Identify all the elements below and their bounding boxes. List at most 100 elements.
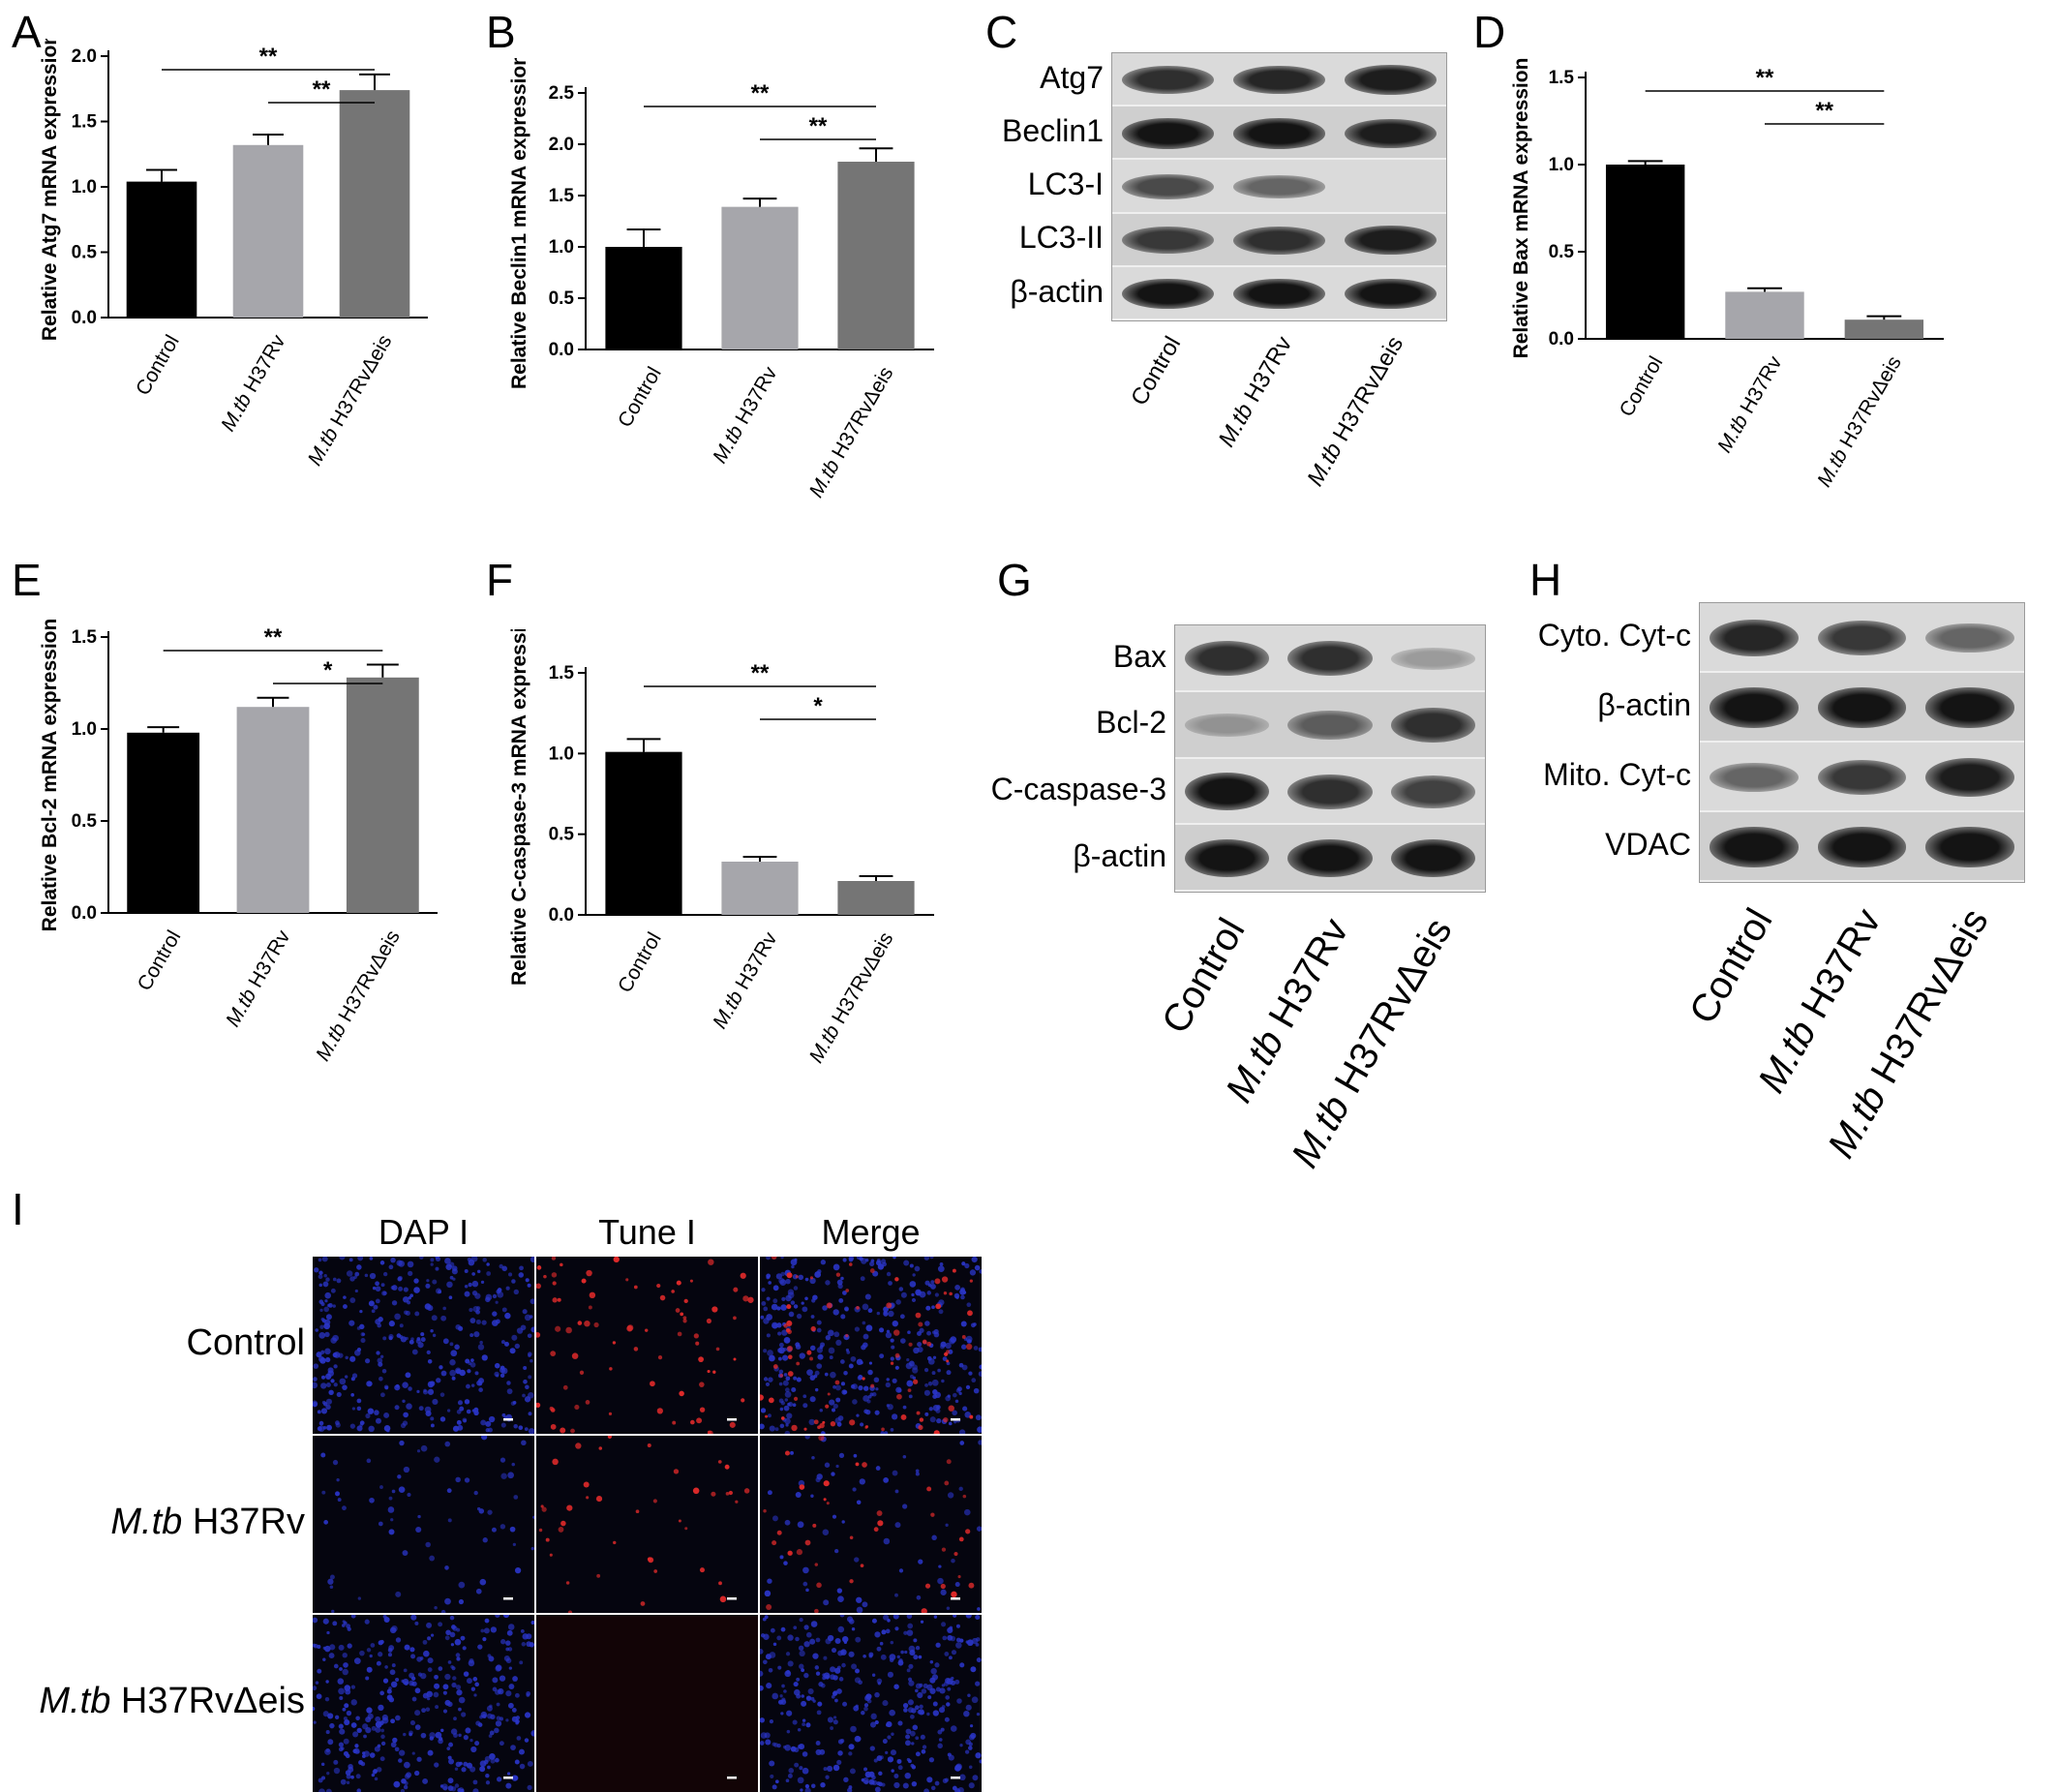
blot-row-label: Bax xyxy=(1112,638,1166,674)
y-axis-label: Relative Beclin1 mRNA expression xyxy=(508,58,530,389)
bar xyxy=(1725,291,1804,339)
bar xyxy=(1605,165,1685,339)
bar xyxy=(605,247,682,349)
category-label: M.tb H37RvΔeis xyxy=(312,926,405,1065)
bar xyxy=(837,881,915,915)
y-tick-label: 0.5 xyxy=(549,825,575,845)
blot-band xyxy=(1122,118,1214,149)
bar xyxy=(837,162,915,349)
blot-band xyxy=(1184,773,1270,811)
blot-band xyxy=(1233,118,1325,149)
category-label: M.tb H37RvΔeis xyxy=(304,331,397,470)
category-label: Control xyxy=(1616,352,1668,420)
category-label: Control xyxy=(132,331,184,399)
significance-label: ** xyxy=(751,660,770,686)
scale-bar xyxy=(503,1418,513,1421)
tunel-column-header: DAP I xyxy=(378,1212,469,1252)
y-tick-label: 1.0 xyxy=(549,237,574,258)
blot-band xyxy=(1233,65,1325,95)
y-tick-label: 0.5 xyxy=(549,289,575,309)
blot-band xyxy=(1710,687,1799,728)
category-label: M.tb H37Rv xyxy=(709,363,782,468)
significance-label: ** xyxy=(1756,65,1774,91)
blot-row-label: Atg7 xyxy=(1040,59,1104,95)
blot-row-label: C-caspase-3 xyxy=(990,772,1166,807)
microscopy-field xyxy=(760,1257,982,1434)
blot-band xyxy=(1925,758,2014,797)
blot-row-label: β-actin xyxy=(1597,687,1691,723)
tunel-image-cell xyxy=(760,1615,982,1792)
microscopy-field xyxy=(313,1257,534,1434)
microscopy-field xyxy=(763,1436,982,1613)
scale-bar xyxy=(503,1597,513,1600)
blot-band xyxy=(1710,619,1799,657)
y-tick-label: 0.0 xyxy=(549,905,574,926)
blot-band xyxy=(1817,687,1907,728)
blot-band xyxy=(1817,759,1907,796)
blot-row-label: β-actin xyxy=(1010,273,1104,309)
blot-band xyxy=(1817,827,1907,867)
category-label: Control xyxy=(134,926,186,994)
bar-chart-bax: 0.0 0.5 1.0 1.5 Relative Bax mRNA expression… xyxy=(1510,58,1944,491)
bar xyxy=(232,144,304,318)
tunel-image-cell xyxy=(313,1257,534,1434)
y-tick-label: 1.0 xyxy=(72,177,97,197)
panel-letter-d: D xyxy=(1473,7,1506,57)
microscopy-field xyxy=(320,1436,534,1613)
y-tick-label: 0.5 xyxy=(1549,242,1575,262)
tunel-column-header: Tune I xyxy=(598,1212,696,1252)
y-tick-label: 1.5 xyxy=(1549,68,1575,88)
blot-row-label: Mito. Cyt-c xyxy=(1543,757,1691,793)
y-tick-label: 1.0 xyxy=(72,719,97,740)
blot-band xyxy=(1233,226,1325,255)
tunel-column-header: Merge xyxy=(821,1212,921,1252)
blot-band xyxy=(1287,641,1373,677)
blot-band xyxy=(1925,623,2014,653)
microscopy-field xyxy=(536,1257,754,1434)
significance-label: ** xyxy=(264,624,283,651)
significance-label: ** xyxy=(259,44,278,70)
western-blot-h xyxy=(1699,602,2025,883)
category-label: Control xyxy=(614,363,666,431)
tunel-row-label: Control xyxy=(186,1321,306,1363)
blot-row-label: LC3-II xyxy=(1018,220,1104,256)
scale-bar xyxy=(951,1418,960,1421)
scale-bar xyxy=(727,1597,737,1600)
panel-letter-i: I xyxy=(12,1184,24,1234)
tunel-image-cell xyxy=(536,1257,758,1434)
tunel-image-cell xyxy=(313,1615,534,1792)
blot-band xyxy=(1925,687,2014,728)
blot-band xyxy=(1122,66,1214,94)
microscopy-field xyxy=(538,1436,750,1613)
y-tick-label: 1.0 xyxy=(549,744,574,764)
blot-band xyxy=(1345,278,1437,310)
y-tick-label: 1.0 xyxy=(1549,155,1574,175)
bar xyxy=(721,862,799,915)
blot-band xyxy=(1390,839,1476,878)
y-tick-label: 0.0 xyxy=(549,340,574,360)
category-label: M.tb H37RvΔeis xyxy=(805,363,898,501)
bar xyxy=(126,181,197,318)
microscopy-field xyxy=(727,1777,737,1779)
category-label: M.tb H37RvΔeis xyxy=(805,928,898,1067)
blot-band xyxy=(1287,839,1373,878)
bar-chart-ccaspase3: 0.0 0.5 1.0 1.5 Relative C-caspase-3 mRNA ex… xyxy=(508,629,934,1067)
y-tick-label: 0.0 xyxy=(72,903,97,924)
tunel-image-cell xyxy=(313,1436,534,1613)
bar-chart-beclin1: 0.0 0.5 1.0 1.5 2.0 2.5 Relative Beclin1 mRNA … xyxy=(508,58,934,501)
panel-letter-c: C xyxy=(985,7,1018,57)
bar xyxy=(339,90,410,318)
y-tick-label: 1.5 xyxy=(549,186,575,206)
blot-band xyxy=(1390,708,1476,744)
bar-chart-atg7: 0.0 0.5 1.0 1.5 2.0 Relative Atg7 mRNA expres… xyxy=(39,39,428,470)
blot-row-label: Cyto. Cyt-c xyxy=(1537,618,1691,653)
blot-band xyxy=(1345,225,1437,256)
blot-band xyxy=(1122,173,1214,200)
blot-band xyxy=(1345,65,1437,95)
blot-row-label: Beclin1 xyxy=(1002,112,1104,148)
bar xyxy=(605,751,682,915)
panel-letter-b: B xyxy=(486,7,516,57)
panel-letter-a: A xyxy=(12,7,42,57)
y-tick-label: 0.0 xyxy=(1549,329,1574,349)
y-tick-label: 1.5 xyxy=(72,627,98,648)
